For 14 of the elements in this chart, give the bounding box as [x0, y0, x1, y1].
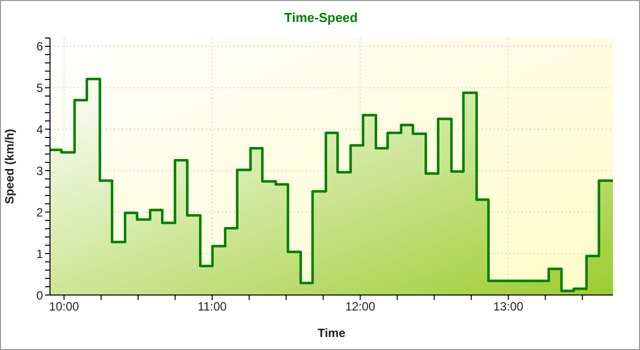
- y-tick-label: 4: [36, 122, 44, 136]
- y-tick-label: 2: [36, 205, 44, 220]
- y-tick-label: 5: [36, 81, 44, 95]
- y-tick-label: 1: [36, 246, 44, 261]
- x-tick-label: 11:00: [198, 300, 228, 314]
- x-tick-label: 10:00: [49, 300, 80, 314]
- x-tick-label: 13:00: [493, 300, 524, 314]
- chart-title: Time-Speed: [283, 10, 359, 25]
- x-tick-label: 12:00: [345, 300, 376, 314]
- x-axis-title: Time: [318, 326, 346, 340]
- y-tick-label: 0: [36, 288, 44, 302]
- y-axis-title: Speed (km/h): [2, 128, 16, 204]
- y-tick-label: 3: [36, 164, 44, 178]
- y-tick-label: 6: [36, 40, 44, 54]
